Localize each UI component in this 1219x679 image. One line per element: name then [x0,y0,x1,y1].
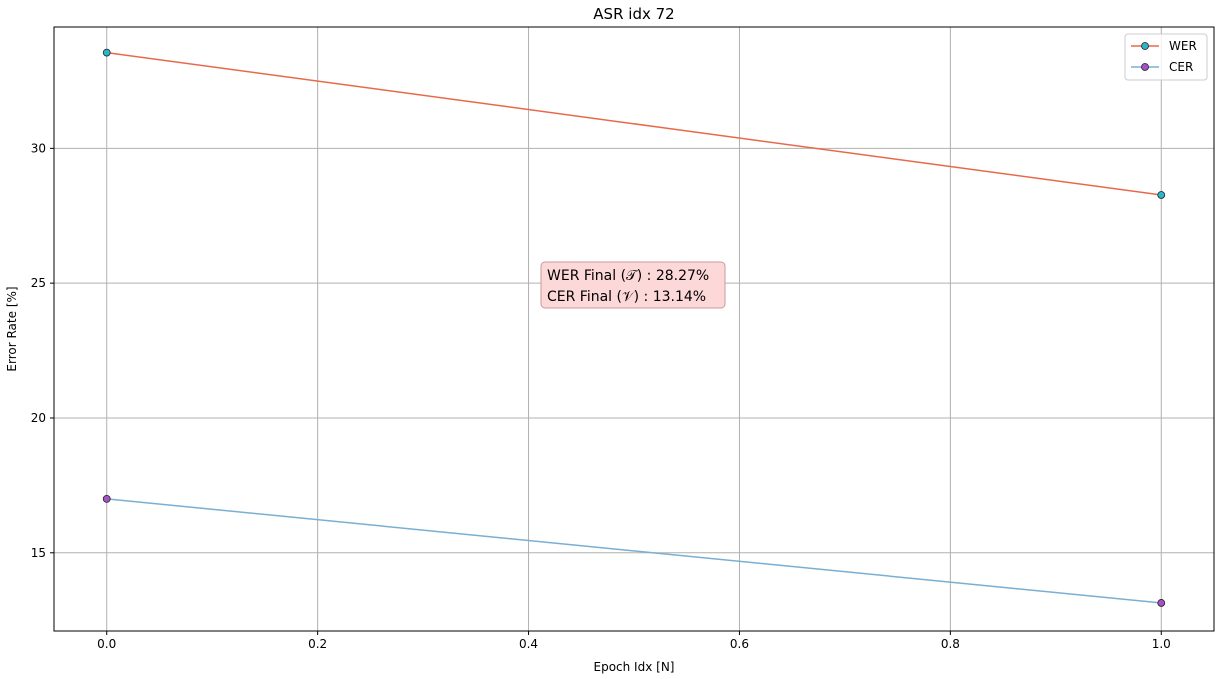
cer-point [1157,599,1166,607]
annotation-cer-final: CER Final (𝒱) : 13.14% [547,289,706,305]
y-axis-title: Error Rate [%] [5,286,19,371]
legend-wer-marker [1141,42,1149,50]
cer-point [102,494,111,503]
chart-title: ASR idx 72 [593,5,674,23]
series-layer [102,48,1166,607]
legend-cer-label: CER [1169,60,1193,74]
x-tick-label: 1.0 [1152,637,1171,651]
wer-point [1157,191,1166,199]
annotation-box [540,261,726,309]
plot-background [54,27,1214,631]
legend-cer-marker [1141,63,1149,71]
x-tick-label: 0.8 [941,637,960,651]
final-annotation: WER Final (𝒯) : 28.27% CER Final (𝒱) : 1… [540,261,726,309]
y-tick-label: 30 [31,141,46,155]
y-tick-label: 15 [31,546,46,560]
wer-series-line [106,51,1162,196]
legend-wer-label: WER [1169,39,1197,53]
x-tick-label: 0.2 [308,637,327,651]
ticks: 0.0 0.2 0.4 0.6 0.8 1.0 15 20 25 30 [31,141,1171,651]
legend: WER CER [1124,33,1208,81]
y-tick-label: 25 [31,276,46,290]
wer-point [102,48,111,57]
y-tick-label: 20 [31,411,46,425]
cer-series-line [106,498,1162,604]
x-tick-label: 0.6 [730,637,749,651]
x-tick-label: 0.4 [519,637,538,651]
x-axis-title: Epoch Idx [N] [594,660,675,674]
plot-frame [53,26,1215,632]
x-tick-label: 0.0 [97,637,116,651]
annotation-wer-final: WER Final (𝒯) : 28.27% [547,268,709,284]
